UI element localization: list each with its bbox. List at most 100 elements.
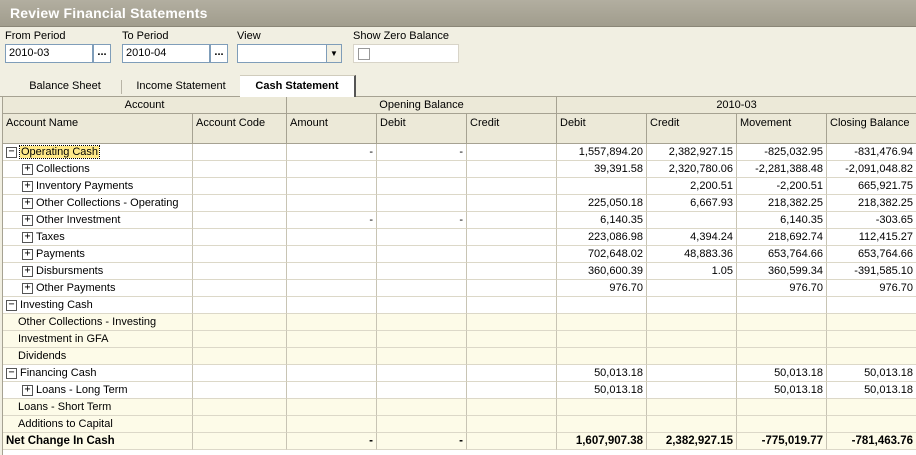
- cell-opening-debit[interactable]: -: [377, 212, 467, 229]
- cell-debit[interactable]: 976.70: [557, 280, 647, 297]
- table-row[interactable]: + Disbursments 360,600.39 1.05 360,599.34 -39…: [3, 263, 916, 280]
- expand-icon[interactable]: +: [22, 232, 33, 243]
- cell-account-name[interactable]: + Collections: [3, 161, 193, 178]
- cell-account-code[interactable]: [193, 314, 287, 331]
- cell-opening-debit[interactable]: [377, 399, 467, 416]
- cell-movement[interactable]: 218,692.74: [737, 229, 827, 246]
- tab-cash-statement[interactable]: Cash Statement: [240, 75, 356, 97]
- cell-closing-balance[interactable]: [827, 314, 916, 331]
- table-row[interactable]: + Other Investment - -6,140.35 6,140.35 -303.…: [3, 212, 916, 229]
- cell-account-name[interactable]: + Loans - Long Term: [3, 382, 193, 399]
- cell-account-name[interactable]: Other Collections - Investing: [3, 314, 193, 331]
- cell-account-code[interactable]: [193, 144, 287, 161]
- cell-account-name[interactable]: Loans - Short Term: [3, 399, 193, 416]
- cell-amount[interactable]: [287, 263, 377, 280]
- show-zero-balance-checkbox[interactable]: [358, 48, 370, 60]
- cell-opening-debit[interactable]: [377, 314, 467, 331]
- cell-opening-debit[interactable]: [377, 161, 467, 178]
- cell-account-code[interactable]: [193, 212, 287, 229]
- cell-movement[interactable]: 6,140.35: [737, 212, 827, 229]
- cell-credit[interactable]: [647, 314, 737, 331]
- cell-account-code[interactable]: [193, 382, 287, 399]
- col-header-debit[interactable]: Debit: [557, 114, 647, 144]
- cell-opening-credit[interactable]: [467, 416, 557, 433]
- cell-account-code[interactable]: [193, 331, 287, 348]
- cell-amount[interactable]: [287, 348, 377, 365]
- cell-movement[interactable]: -2,200.51: [737, 178, 827, 195]
- col-header-closing-balance[interactable]: Closing Balance: [827, 114, 916, 144]
- col-header-account-name[interactable]: Account Name: [3, 114, 193, 144]
- collapse-icon[interactable]: −: [6, 368, 17, 379]
- cell-movement[interactable]: [737, 399, 827, 416]
- table-row[interactable]: + Other Payments 976.70 976.70 976.70: [3, 280, 916, 297]
- cell-amount[interactable]: [287, 399, 377, 416]
- table-row[interactable]: + Inventory Payments 2,200.51 -2,200.51 665,…: [3, 178, 916, 195]
- cell-movement[interactable]: [737, 348, 827, 365]
- table-row[interactable]: + Other Collections - Operating 225,050.18…: [3, 195, 916, 212]
- cell-opening-debit[interactable]: [377, 348, 467, 365]
- cell-debit[interactable]: 6,140.35: [557, 212, 647, 229]
- cell-opening-debit[interactable]: [377, 246, 467, 263]
- cell-opening-debit[interactable]: [377, 280, 467, 297]
- cell-credit[interactable]: [647, 297, 737, 314]
- table-row[interactable]: − Operating Cash - - 1,557,894.20 2,382,927.1…: [3, 144, 916, 161]
- chevron-down-icon[interactable]: ▼: [326, 44, 342, 63]
- col-header-opening-debit[interactable]: Debit: [377, 114, 467, 144]
- cell-account-code[interactable]: [193, 416, 287, 433]
- cell-opening-debit[interactable]: [377, 195, 467, 212]
- cell-closing-balance[interactable]: [827, 297, 916, 314]
- table-row[interactable]: + Loans - Long Term 50,013.18 50,013.18 50,0…: [3, 382, 916, 399]
- cell-amount[interactable]: [287, 280, 377, 297]
- cell-opening-debit[interactable]: [377, 331, 467, 348]
- col-header-amount[interactable]: Amount: [287, 114, 377, 144]
- cell-movement[interactable]: 653,764.66: [737, 246, 827, 263]
- table-row[interactable]: Additions to Capital: [3, 416, 916, 433]
- cell-credit[interactable]: 6,667.93: [647, 195, 737, 212]
- cell-amount[interactable]: [287, 297, 377, 314]
- cell-opening-credit[interactable]: [467, 212, 557, 229]
- cell-debit[interactable]: [557, 297, 647, 314]
- cell-account-name[interactable]: + Taxes: [3, 229, 193, 246]
- cell-credit[interactable]: [647, 348, 737, 365]
- cell-credit[interactable]: [647, 382, 737, 399]
- table-row[interactable]: Other Collections - Investing: [3, 314, 916, 331]
- cell-opening-debit[interactable]: [377, 297, 467, 314]
- cell-amount[interactable]: [287, 195, 377, 212]
- expand-icon[interactable]: +: [22, 198, 33, 209]
- cell-debit[interactable]: 39,391.58: [557, 161, 647, 178]
- table-row[interactable]: + Taxes 223,086.98 4,394.24 218,692.74 112,41…: [3, 229, 916, 246]
- cell-opening-debit[interactable]: [377, 263, 467, 280]
- cell-debit[interactable]: [557, 416, 647, 433]
- cell-movement[interactable]: [737, 416, 827, 433]
- cell-movement[interactable]: [737, 331, 827, 348]
- cell-movement[interactable]: 976.70: [737, 280, 827, 297]
- expand-icon[interactable]: +: [22, 181, 33, 192]
- cell-account-name[interactable]: + Other Investment: [3, 212, 193, 229]
- cell-account-code[interactable]: [193, 246, 287, 263]
- cell-opening-credit[interactable]: [467, 178, 557, 195]
- cell-movement[interactable]: 218,382.25: [737, 195, 827, 212]
- table-row[interactable]: Investment in GFA: [3, 331, 916, 348]
- cell-opening-debit[interactable]: [377, 365, 467, 382]
- cell-closing-balance[interactable]: -391,585.10: [827, 263, 916, 280]
- cell-debit[interactable]: [557, 331, 647, 348]
- cell-debit[interactable]: [557, 348, 647, 365]
- cell-movement[interactable]: -825,032.95: [737, 144, 827, 161]
- cell-account-code[interactable]: [193, 161, 287, 178]
- cell-movement[interactable]: 360,599.34: [737, 263, 827, 280]
- cell-debit[interactable]: 702,648.02: [557, 246, 647, 263]
- collapse-icon[interactable]: −: [6, 147, 17, 158]
- cell-account-code[interactable]: [193, 195, 287, 212]
- cell-account-name[interactable]: + Other Payments: [3, 280, 193, 297]
- table-row[interactable]: − Financing Cash 50,013.18 50,013.18 50,013.…: [3, 365, 916, 382]
- view-select[interactable]: [237, 44, 327, 63]
- table-row[interactable]: + Payments 702,648.02 48,883.36 653,764.66 65…: [3, 246, 916, 263]
- col-header-movement[interactable]: Movement: [737, 114, 827, 144]
- tab-income-statement[interactable]: Income Statement: [136, 80, 226, 92]
- expand-icon[interactable]: +: [22, 215, 33, 226]
- expand-icon[interactable]: +: [22, 283, 33, 294]
- cell-opening-debit[interactable]: -: [377, 144, 467, 161]
- cell-credit[interactable]: [647, 365, 737, 382]
- to-period-input[interactable]: 2010-04: [122, 44, 210, 63]
- cell-account-name[interactable]: + Payments: [3, 246, 193, 263]
